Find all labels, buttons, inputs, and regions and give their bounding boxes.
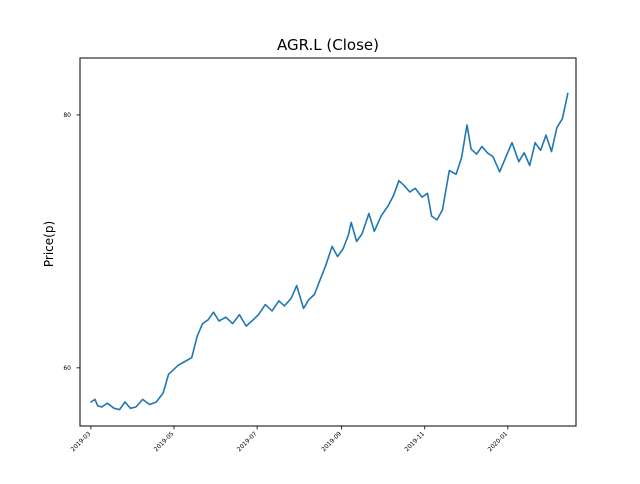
x-axis: 2019-03 2019-05 2019-07 2019-09 2019-11 2020-… <box>70 426 510 453</box>
chart-title: AGR.L (Close) <box>277 36 379 54</box>
plot-area <box>79 57 577 427</box>
x-tick-label: 2019-09 <box>320 430 343 453</box>
series-line <box>90 92 569 411</box>
y-tick-label: 60 <box>63 365 71 372</box>
x-tick-label: 2020-01 <box>487 430 510 453</box>
y-axis-label: Price(p) <box>42 221 56 267</box>
x-tick-label: 2019-07 <box>236 430 259 453</box>
y-tick-label: 80 <box>63 112 71 119</box>
x-tick-label: 2019-03 <box>70 430 93 453</box>
x-tick-label: 2019-11 <box>403 430 426 453</box>
x-tick-label: 2019-05 <box>153 430 176 453</box>
series-layer <box>90 92 569 411</box>
y-axis: 60 80 <box>63 112 80 372</box>
